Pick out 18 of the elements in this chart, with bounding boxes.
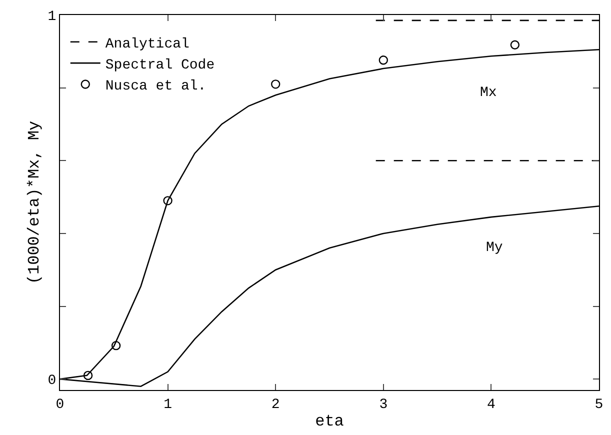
legend-label: Nusca et al. <box>105 78 206 95</box>
annotation: My <box>486 240 503 256</box>
x-axis-title: eta <box>315 412 344 430</box>
point <box>378 56 388 65</box>
point <box>83 370 93 380</box>
annotation: Mx <box>480 85 497 101</box>
x-tick-label: 1 <box>164 396 172 413</box>
x-tick-label: 2 <box>271 396 280 413</box>
x-tick-label: 3 <box>379 396 388 413</box>
y-axis-title: (1000/eta)*Mx, My <box>26 120 44 284</box>
point <box>163 196 172 206</box>
legend-label: Analytical <box>105 36 190 52</box>
point <box>510 40 520 50</box>
point <box>111 340 121 350</box>
legend-label: Spectral Code <box>105 58 215 74</box>
x-tick-label: 4 <box>486 396 496 413</box>
x-tick-label: 5 <box>594 396 604 413</box>
point <box>271 80 280 89</box>
